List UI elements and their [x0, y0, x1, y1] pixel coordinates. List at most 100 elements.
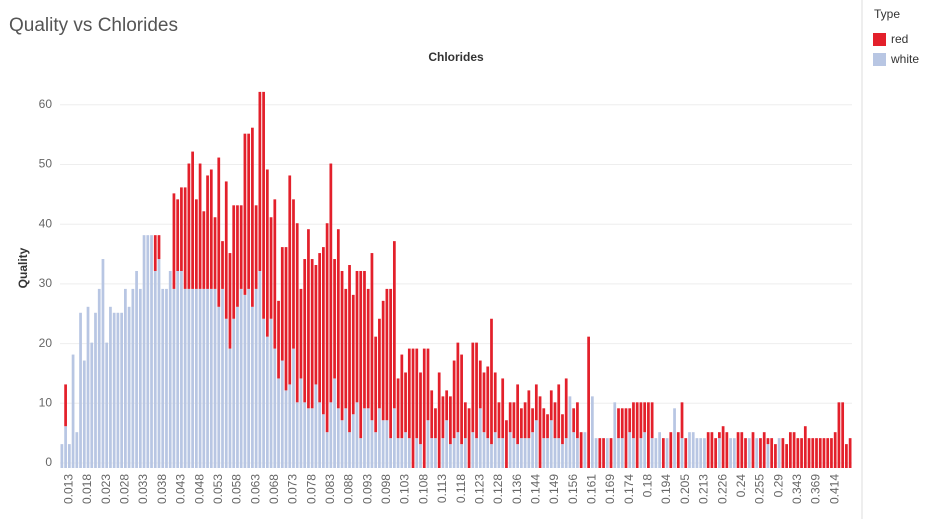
bar-segment: [265, 169, 269, 337]
x-tick-label: 0.255: [753, 474, 767, 504]
bar-segment: [206, 288, 209, 468]
x-tick-label: 0.018: [80, 474, 94, 504]
x-tick-label: 0.414: [827, 474, 841, 504]
bar-segment: [620, 438, 624, 468]
bar-segment: [183, 187, 187, 289]
y-axis-title: Quality: [16, 247, 30, 288]
bar-segment: [617, 438, 620, 468]
bar-segment: [318, 253, 322, 403]
bar-segment: [419, 372, 422, 445]
bar-segment: [277, 378, 280, 468]
bar-segment: [404, 372, 407, 433]
legend-swatch: [873, 53, 886, 66]
bar-segment: [512, 438, 516, 468]
bar-segment: [732, 438, 736, 468]
bar-segment: [288, 175, 292, 385]
bar-segment: [404, 432, 407, 468]
bar-segment: [60, 444, 64, 468]
bar-segment: [400, 438, 404, 468]
bar-segment: [314, 265, 318, 385]
x-tick-label: 0.093: [360, 474, 374, 504]
bar-segment: [284, 247, 288, 391]
bar-segment: [419, 444, 422, 468]
bar-segment: [557, 384, 561, 439]
bar-segment: [501, 378, 505, 439]
bar-segment: [830, 438, 833, 468]
bar-segment: [688, 432, 691, 468]
bar-segment: [359, 270, 363, 439]
bar-segment: [628, 408, 632, 433]
bar-segment: [478, 360, 482, 409]
bar-segment: [322, 414, 325, 468]
bar-segment: [602, 438, 605, 468]
bar-segment: [594, 438, 598, 468]
bar-segment: [542, 408, 546, 439]
x-tick-label: 0.023: [99, 474, 113, 504]
bar-segment: [422, 348, 426, 468]
bar-segment: [512, 402, 516, 439]
x-tick-label: 0.174: [622, 474, 636, 504]
bar-segment: [153, 235, 157, 271]
bar-segment: [845, 444, 848, 468]
bar-segment: [576, 438, 579, 468]
bar-segment: [228, 348, 232, 468]
bar-segment: [407, 438, 411, 468]
bar-segment: [520, 408, 523, 439]
bar-segment: [710, 432, 714, 468]
bar-segment: [538, 396, 542, 468]
bar-segment: [523, 402, 527, 439]
bar-segment: [273, 348, 277, 468]
bar-segment: [277, 300, 280, 379]
x-tick-label: 0.149: [547, 474, 561, 504]
bar-segment: [232, 318, 236, 468]
bar-segment: [366, 288, 370, 409]
bar-segment: [124, 288, 127, 468]
bar-segment: [449, 444, 452, 468]
bar-segment: [568, 396, 572, 468]
bar-segment: [157, 235, 161, 260]
bar-segment: [486, 438, 490, 468]
bar-segment: [475, 342, 478, 439]
bar-segment: [598, 438, 602, 468]
bar-segment: [269, 318, 273, 468]
bar-segment: [71, 354, 75, 468]
bar-segment: [587, 336, 590, 468]
x-tick-label: 0.013: [62, 474, 76, 504]
bar-segment: [236, 205, 239, 307]
chart-title: Quality vs Chlorides: [9, 15, 178, 36]
x-tick-label: 0.161: [585, 474, 599, 504]
bar-segment: [176, 270, 180, 468]
bar-segment: [176, 199, 180, 271]
bar-segment: [501, 438, 505, 468]
bar-segment: [243, 294, 247, 468]
bar-segment: [280, 247, 284, 361]
bar-segment: [280, 360, 284, 468]
bar-segment: [426, 420, 430, 468]
bar-segment: [247, 133, 251, 289]
bar-segment: [826, 438, 830, 468]
bar-segment: [542, 438, 546, 468]
bar-segment: [284, 390, 288, 468]
bar-segment: [142, 235, 146, 468]
y-tick-label: 20: [39, 336, 53, 350]
bar-segment: [632, 438, 635, 468]
bar-segment: [684, 438, 688, 468]
bar-segment: [348, 265, 351, 433]
x-tick-label: 0.103: [398, 474, 412, 504]
bar-segment: [363, 408, 366, 468]
bar-segment: [247, 288, 251, 468]
y-tick-label: 60: [39, 97, 53, 111]
bar-segment: [531, 408, 534, 433]
bar-segment: [191, 151, 194, 289]
bar-segment: [202, 288, 206, 468]
x-tick-label: 0.213: [697, 474, 711, 504]
bar-segment: [691, 432, 695, 468]
x-tick-label: 0.29: [771, 474, 785, 498]
bar-segment: [759, 438, 762, 468]
bar-segment: [206, 175, 209, 289]
bar-segment: [452, 360, 456, 439]
bar-segment: [460, 444, 463, 468]
x-tick-label: 0.053: [211, 474, 225, 504]
bar-segment: [553, 402, 557, 439]
bar-segment: [116, 312, 120, 468]
